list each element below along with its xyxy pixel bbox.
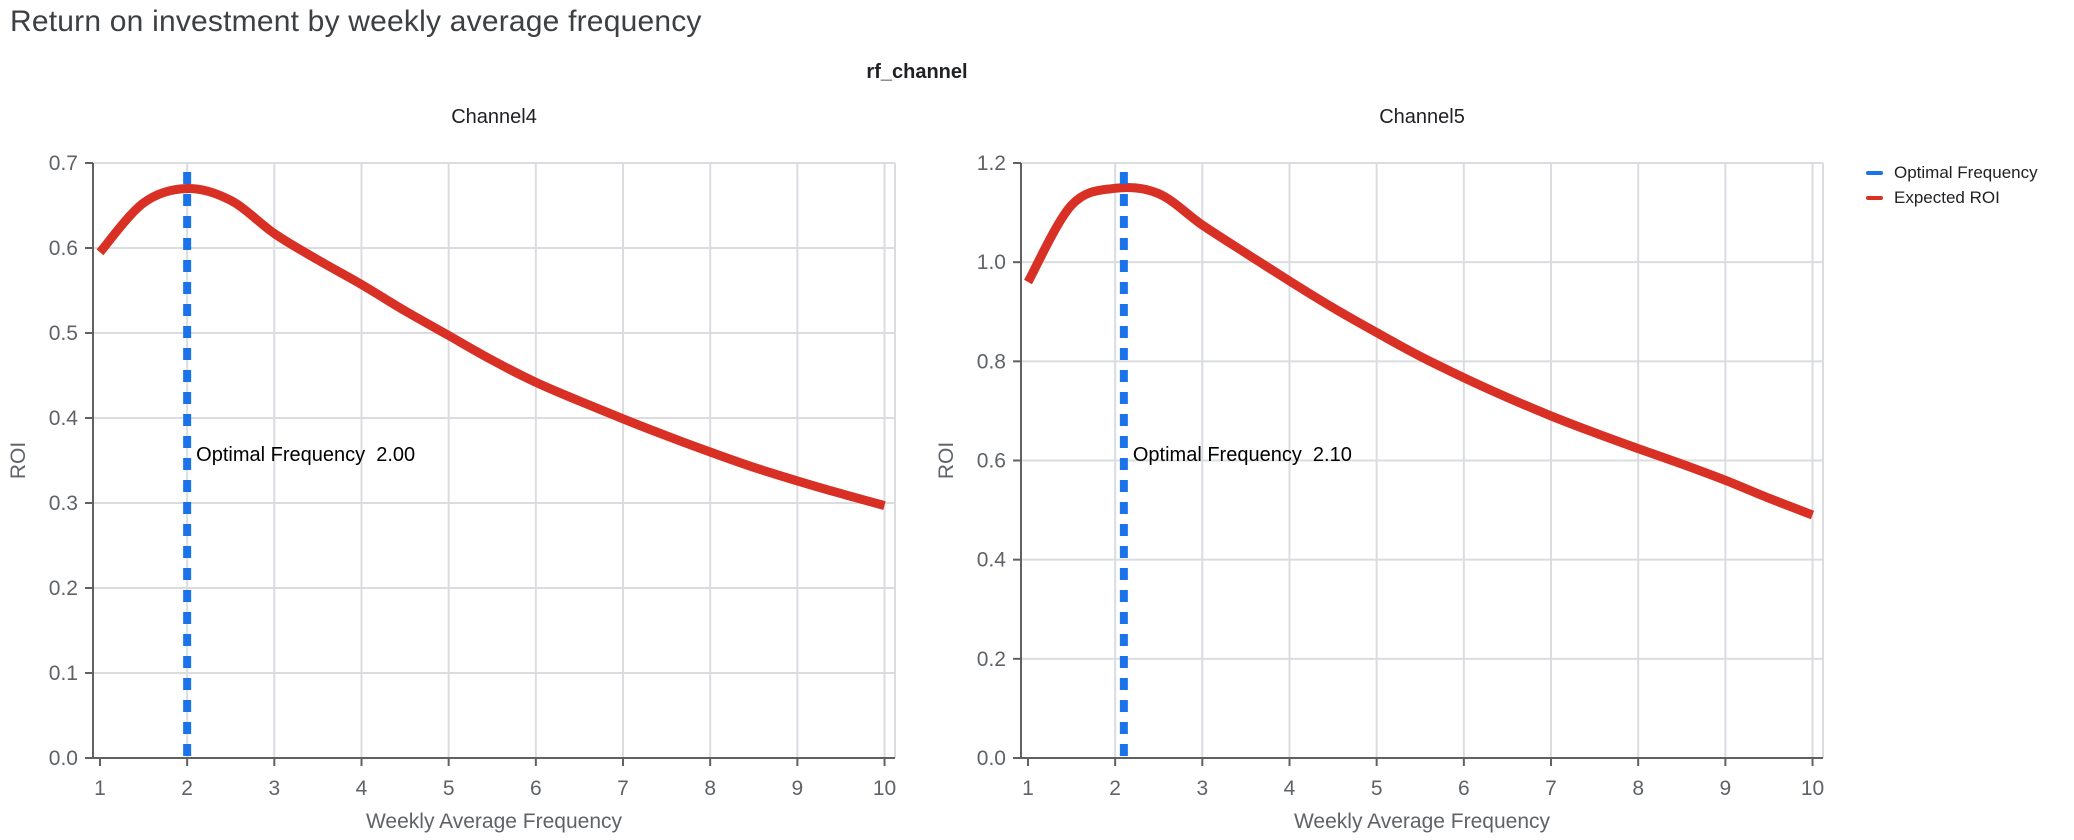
- subplot-title: Channel4: [451, 106, 537, 128]
- x-tick-label: 2: [1109, 777, 1121, 800]
- y-tick-label: 1.2: [977, 152, 1006, 175]
- x-tick-label: 7: [617, 777, 629, 800]
- y-axis-title: ROI: [935, 442, 958, 479]
- y-tick-label: 0.8: [977, 350, 1006, 373]
- x-tick-label: 8: [704, 777, 716, 800]
- expected-roi-line: [1024, 182, 1815, 520]
- y-tick-label: 0.1: [49, 662, 78, 685]
- y-tick-label: 0.4: [977, 549, 1007, 572]
- optimal-frequency-legend-swatch: [1866, 170, 1883, 175]
- y-axis-title: ROI: [7, 442, 30, 479]
- subplot-channel4: 1 2 3 4 5 6 7 8 9 10 0.0 0.1 0.2 0.3 0.4 0.5 0.6 0.7 Optim…: [0, 95, 940, 840]
- plot-channel5: 1 2 3 4 5 6 7 8 9 10 0.0 0.2 0.4 0.6 0.8 1.0 1.2 Optimal …: [935, 106, 1824, 833]
- y-tick-label: 0.5: [49, 322, 78, 345]
- legend-item-optimal-frequency: Optimal Frequency: [1866, 160, 2038, 185]
- facet-strip-title: rf_channel: [866, 61, 968, 83]
- x-axis-title: Weekly Average Frequency: [1294, 810, 1551, 833]
- x-tick-label: 4: [356, 777, 368, 800]
- y-tick-label: 0.4: [49, 407, 79, 430]
- x-tick-label: 5: [1371, 777, 1383, 800]
- x-tick-label: 1: [94, 777, 106, 800]
- y-tick-label: 0.3: [49, 492, 78, 515]
- expected-roi-legend-swatch: [1866, 195, 1883, 200]
- y-tick-label: 0.2: [49, 577, 78, 600]
- page-title: Return on investment by weekly average f…: [10, 5, 702, 38]
- x-tick-label: 10: [1801, 777, 1824, 800]
- legend-item-expected-roi: Expected ROI: [1866, 185, 2038, 210]
- subplot-title: Channel5: [1379, 106, 1465, 128]
- x-tick-label: 8: [1632, 777, 1644, 800]
- x-tick-label: 9: [792, 777, 804, 800]
- x-tick-label: 5: [443, 777, 455, 800]
- legend-label-expected-roi: Expected ROI: [1894, 187, 2000, 207]
- x-tick-label: 6: [1458, 777, 1470, 800]
- x-tick-label: 7: [1545, 777, 1557, 800]
- legend: Optimal Frequency Expected ROI: [1866, 160, 2038, 210]
- y-tick-label: 0.0: [49, 747, 78, 770]
- x-tick-label: 3: [1196, 777, 1208, 800]
- y-tick-label: 0.7: [49, 152, 78, 175]
- x-tick-label: 10: [873, 777, 896, 800]
- x-tick-label: 3: [268, 777, 280, 800]
- x-axis-title: Weekly Average Frequency: [366, 810, 623, 833]
- subplot-channel5: 1 2 3 4 5 6 7 8 9 10 0.0 0.2 0.4 0.6 0.8 1.0 1.2 Optimal …: [928, 95, 1868, 840]
- y-tick-label: 1.0: [977, 251, 1006, 274]
- expected-roi-line: [96, 183, 886, 510]
- y-tick-label: 0.0: [977, 747, 1006, 770]
- optimal-frequency-annotation: Optimal Frequency 2.00: [196, 444, 415, 466]
- legend-label-optimal-frequency: Optimal Frequency: [1894, 162, 2038, 182]
- y-tick-label: 0.2: [977, 648, 1006, 671]
- x-tick-label: 6: [530, 777, 542, 800]
- y-tick-label: 0.6: [977, 450, 1006, 473]
- x-tick-label: 2: [181, 777, 193, 800]
- plot-channel4: 1 2 3 4 5 6 7 8 9 10 0.0 0.1 0.2 0.3 0.4 0.5 0.6 0.7 Optim…: [7, 106, 896, 833]
- optimal-frequency-annotation: Optimal Frequency 2.10: [1133, 444, 1352, 466]
- x-tick-label: 1: [1022, 777, 1034, 800]
- y-tick-label: 0.6: [49, 237, 78, 260]
- x-tick-label: 9: [1720, 777, 1732, 800]
- x-tick-label: 4: [1284, 777, 1296, 800]
